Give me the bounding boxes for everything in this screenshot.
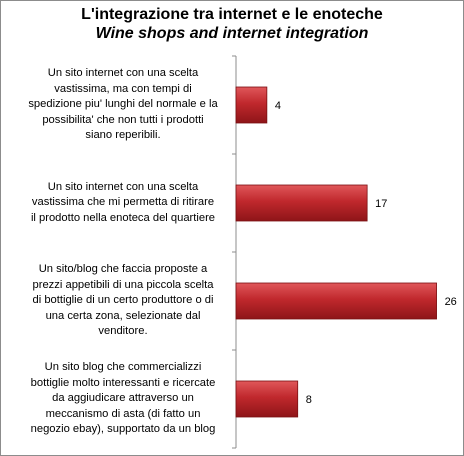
- category-label-1: Un sito internet con una scelta vastissim…: [16, 66, 230, 144]
- bar-2: [235, 184, 368, 222]
- category-label-line: siano reperibili.: [85, 129, 161, 142]
- category-label-line: bottiglie molto interessanti e ricercate: [30, 376, 216, 389]
- bar-3: [235, 282, 437, 320]
- category-label-line: Un sito blog che commercializzi: [44, 361, 202, 374]
- category-label-line: di bottiglie di un certo produttore o di: [32, 294, 214, 307]
- category-label-line: vastissima, ma con tempi di: [54, 82, 192, 95]
- bar-1: [235, 86, 268, 124]
- category-label-4: Un sito blog che commercializzi bottiglie…: [16, 360, 230, 438]
- category-label-2: Un sito internet con una scelta vastissim…: [16, 180, 230, 227]
- category-label-line: possibilita' che non tutti i prodotti: [42, 113, 204, 126]
- category-label-line: Un sito/blog che faccia proposte a: [38, 263, 208, 276]
- category-label-line: vastissima che mi permetta di ritirare: [31, 196, 215, 209]
- category-label-3: Un sito/blog che faccia proposte a prezzi…: [16, 262, 230, 340]
- category-label-line: spedizione piu' lunghi del normale e la: [28, 98, 218, 111]
- category-label-line: da aggiudicare attraverso un: [52, 392, 194, 405]
- category-label-line: Un sito internet con una scelta: [47, 67, 199, 80]
- chart-subtitle: Wine shops and internet integration: [95, 25, 369, 42]
- data-label-1: 4: [275, 100, 281, 112]
- bar-4: [235, 380, 299, 418]
- data-label-2: 17: [375, 198, 387, 210]
- category-label-line: negozio ebay), supportato da un blog: [30, 423, 216, 436]
- category-label-line: una certa zona, selezionate dal: [45, 309, 201, 322]
- category-label-line: prezzi appetibili di una piccola scelta: [32, 278, 214, 291]
- category-label-line: Un sito internet con una scelta: [47, 180, 199, 193]
- category-label-line: venditore.: [98, 325, 148, 338]
- category-label-line: il prodotto nella enoteca del quartiere: [30, 211, 216, 224]
- data-label-4: 8: [306, 394, 312, 406]
- chart-title: L'integrazione tra internet e le enotech…: [81, 6, 383, 23]
- data-label-3: 26: [445, 296, 457, 308]
- category-label-line: meccanismo di asta (di fatto un: [45, 407, 201, 420]
